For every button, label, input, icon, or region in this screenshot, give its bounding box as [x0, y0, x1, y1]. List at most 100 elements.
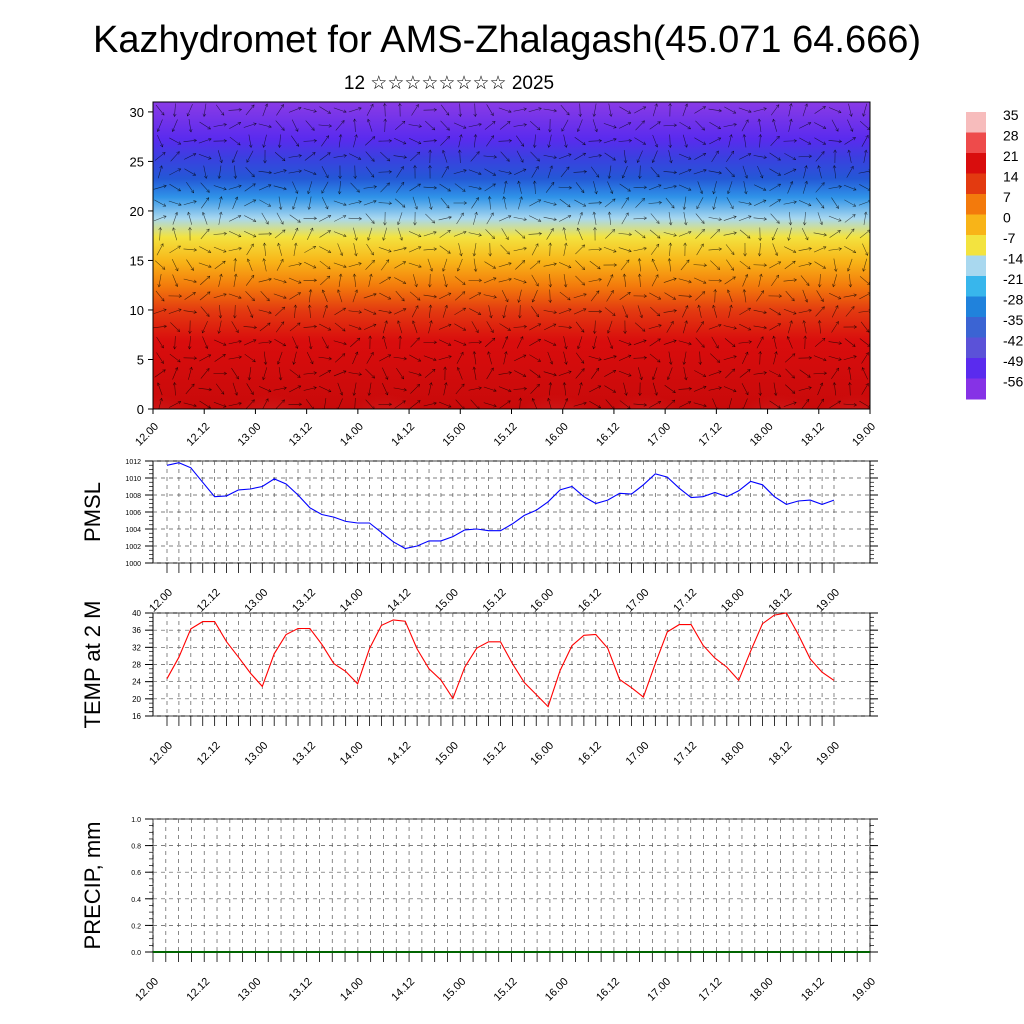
wind-vector	[803, 165, 807, 179]
wind-vector	[543, 263, 557, 267]
wind-vector	[397, 320, 403, 334]
wind-vector-head	[267, 322, 271, 326]
wind-vector	[518, 181, 522, 194]
wind-vector	[172, 274, 178, 287]
wind-vector-head	[623, 330, 627, 335]
wind-vector	[710, 229, 720, 239]
wind-vector-head	[321, 190, 325, 194]
wind-vector	[483, 294, 497, 298]
wind-vector	[814, 106, 826, 114]
wind-vector-head	[702, 385, 707, 390]
wind-vector-head	[297, 219, 301, 223]
wind-vector-head	[657, 359, 661, 363]
wind-vector	[663, 171, 677, 173]
wind-vector	[683, 351, 687, 365]
wind-vector	[787, 320, 793, 334]
wind-vector-head	[358, 310, 362, 314]
wind-vector-head	[444, 283, 448, 288]
wind-vector	[288, 107, 302, 113]
wind-vector	[186, 259, 194, 271]
wind-vector-head	[701, 228, 705, 233]
wind-vector	[531, 306, 539, 317]
wind-vector-head	[536, 383, 540, 388]
wind-vector-head	[567, 265, 572, 269]
wind-vector-head	[733, 122, 737, 127]
wind-vector-head	[398, 102, 402, 107]
wind-vector	[275, 399, 285, 409]
wind-vector-head	[850, 128, 854, 132]
wind-vector	[278, 243, 282, 256]
wind-vector	[769, 261, 781, 269]
wind-vector	[276, 104, 284, 116]
wind-vector	[169, 183, 181, 192]
wind-vector-head	[582, 308, 587, 312]
x-tick-label: 12.00	[133, 421, 161, 449]
wind-vector-head	[835, 321, 839, 325]
wind-vector-head	[493, 155, 497, 159]
y-tick-label: 0.0	[131, 950, 141, 957]
wind-vector-head	[789, 118, 793, 123]
y-tick-label: 24	[132, 678, 141, 687]
wind-vector	[169, 353, 181, 363]
wind-vector-head	[192, 172, 197, 176]
wind-vector	[503, 181, 507, 194]
wind-vector-head	[523, 386, 528, 391]
wind-vector	[348, 324, 362, 330]
wind-vector-head	[838, 139, 843, 144]
wind-vector-head	[808, 308, 812, 313]
wind-vector-head	[564, 345, 568, 350]
wind-vector-head	[373, 293, 377, 297]
wind-vector	[258, 386, 272, 392]
wind-vector	[169, 245, 181, 254]
wind-vector-head	[312, 245, 317, 250]
wind-vector	[574, 199, 586, 207]
wind-vector-head	[807, 203, 812, 207]
wind-vector	[801, 399, 810, 409]
wind-vector-head	[187, 211, 191, 216]
wind-vector-head	[206, 189, 210, 193]
wind-vector-head	[206, 275, 211, 280]
x-tick-label: 14.12	[385, 587, 413, 615]
wind-vector-head	[385, 259, 390, 263]
wind-vector-head	[852, 214, 856, 218]
wind-vector-head	[851, 228, 855, 232]
wind-vector	[726, 259, 734, 271]
wind-vector	[244, 199, 256, 207]
wind-vector	[773, 351, 777, 365]
wind-vector	[468, 387, 482, 391]
wind-vector	[321, 166, 329, 178]
wind-vector	[563, 134, 567, 148]
wind-vector-head	[263, 361, 268, 365]
wind-vector-head	[338, 273, 343, 277]
colorbar-swatch	[966, 235, 986, 256]
wind-vector-head	[760, 290, 764, 294]
wind-vector-head	[253, 325, 258, 330]
wind-vector-head	[821, 205, 825, 209]
wind-vector	[498, 170, 512, 174]
wind-vector-head	[491, 235, 495, 240]
wind-vector	[723, 124, 737, 127]
x-tick-label: 15.12	[481, 740, 509, 768]
wind-vector	[710, 260, 720, 270]
wind-vector	[363, 308, 377, 315]
wind-vector-head	[718, 108, 722, 113]
warm-cell	[215, 334, 326, 409]
wind-vector-head	[204, 175, 208, 179]
wind-vector-head	[594, 128, 598, 133]
wind-vector	[156, 336, 164, 349]
heatmap-x-axis: 12.00 12.12 13.00 13.12 14.00 14.12 15.00 15.12…	[133, 409, 878, 449]
wind-vector-head	[701, 220, 705, 224]
wind-vector	[558, 371, 572, 376]
y-tick-label: 1000	[125, 561, 141, 568]
wind-vector-head	[838, 185, 842, 189]
wind-vector	[365, 399, 375, 409]
wind-vector-head	[656, 220, 660, 224]
wind-vector	[412, 196, 418, 210]
wind-vector	[813, 246, 827, 253]
wind-vector	[575, 182, 585, 193]
wind-vector-head	[313, 324, 318, 329]
chart-subtitle: 12 ☆☆☆☆☆☆☆☆ 2025	[343, 73, 555, 94]
wind-vector	[499, 400, 511, 409]
wind-vector-head	[835, 205, 839, 209]
wind-vector	[592, 119, 598, 132]
